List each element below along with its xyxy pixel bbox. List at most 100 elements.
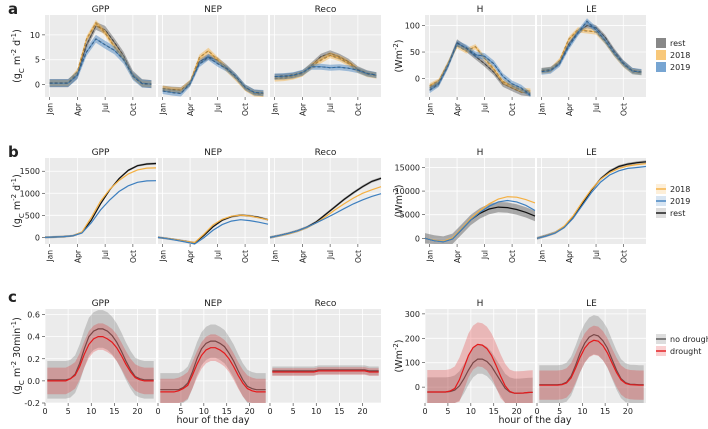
xtick-label-c-h-0: 0 — [422, 407, 427, 416]
panel-title-c-le: LE — [586, 299, 597, 309]
row-label-a: a — [8, 0, 18, 18]
xtick-label-c-reco-1: 5 — [291, 407, 296, 416]
series-line-c-reco-no_drought — [272, 369, 379, 372]
xtick-label-c-le-0: 0 — [534, 407, 539, 416]
xtick-label-c-reco-3: 15 — [334, 407, 344, 416]
panel-title-a-le: LE — [586, 5, 597, 15]
series-line-c-gpp-drought — [47, 336, 154, 382]
band-a-gpp-y2019 — [49, 34, 152, 89]
band-a-gpp-y2018 — [49, 20, 152, 88]
ytick-label-b-gpp-0: 0 — [35, 233, 40, 242]
xtick-label-a-nep-0: Jan — [159, 103, 168, 116]
series-line-c-nep-drought — [160, 347, 266, 393]
xtick-label-b-le-2: Jul — [592, 250, 601, 260]
series-color-line-a-le-rest — [541, 25, 642, 73]
xtick-label-b-le-0: Jan — [538, 250, 547, 263]
band-a-reco-y2019 — [274, 63, 377, 80]
legend-swatch-a-y2019 — [656, 62, 666, 72]
ytick-label-b-h-2: 10000 — [395, 187, 420, 196]
series-line-b-reco-y2019 — [269, 193, 382, 238]
xtick-label-b-nep-3: Oct — [241, 250, 250, 263]
xtick-label-a-reco-1: Apr — [298, 102, 307, 116]
ytick-label-b-h-3: 15000 — [395, 163, 420, 172]
legend-label-c-no_drought: no drought — [670, 335, 708, 344]
panel-title-b-gpp: GPP — [92, 148, 110, 158]
ylabel-row-b-group-1: (Wm-2) — [392, 184, 405, 217]
panel-bg-c-reco — [270, 309, 381, 403]
ytick-label-a-gpp-0: 0 — [35, 81, 40, 90]
series-color-line-a-nep-y2019 — [162, 56, 264, 94]
ytick-label-c-gpp-4: 0.6 — [27, 311, 40, 320]
row-label-c: c — [8, 288, 17, 306]
ytick-label-c-h-2: 200 — [405, 334, 420, 343]
ylabel-row-b-group-0: (gC m-2 d-1) — [10, 174, 26, 228]
ytick-label-c-gpp-2: 0.2 — [27, 355, 40, 364]
panel-title-a-h: H — [477, 5, 484, 15]
series-color-line-a-le-y2019 — [541, 20, 642, 73]
xtick-label-b-gpp-3: Oct — [129, 250, 138, 263]
panel-title-a-reco: Reco — [315, 5, 337, 15]
xlabel-right-c: hour of the day — [498, 415, 571, 426]
ytick-label-b-gpp-2: 1000 — [20, 189, 40, 198]
ylabel-row-a-group-1: (Wm-2) — [392, 39, 405, 72]
xtick-label-b-reco-1: Apr — [298, 249, 307, 263]
xtick-label-c-le-2: 10 — [577, 407, 587, 416]
ytick-label-c-gpp-0: -0.2 — [24, 399, 40, 408]
ytick-label-c-gpp-3: 0.4 — [27, 333, 40, 342]
xtick-label-a-reco-3: Oct — [354, 103, 363, 116]
xtick-label-b-h-2: Jul — [481, 250, 490, 260]
panel-title-c-nep: NEP — [204, 299, 222, 309]
ylabel-row-c-group-0: (gC m-2 30min-1) — [10, 317, 26, 395]
row-label-b: b — [8, 143, 19, 161]
xtick-label-c-gpp-2: 10 — [86, 407, 96, 416]
ylabel-row-a-group-0: (gC m-2 d-1) — [10, 29, 26, 83]
xtick-label-b-le-1: Apr — [565, 249, 574, 263]
ytick-label-b-gpp-1: 500 — [25, 211, 40, 220]
xtick-label-a-le-3: Oct — [619, 103, 628, 116]
series-line-b-nep-y2019 — [157, 219, 269, 245]
xtick-label-b-nep-0: Jan — [159, 250, 168, 263]
xtick-label-b-reco-3: Oct — [354, 250, 363, 263]
xtick-label-a-gpp-3: Oct — [129, 103, 138, 116]
xtick-label-c-nep-2: 10 — [199, 407, 209, 416]
xtick-label-b-h-1: Apr — [453, 249, 462, 263]
xtick-label-a-reco-2: Jul — [326, 103, 335, 113]
xtick-label-c-le-4: 20 — [623, 407, 633, 416]
xtick-label-b-reco-2: Jul — [326, 250, 335, 260]
ytick-label-a-h-0: 0 — [415, 74, 420, 83]
xtick-label-a-le-0: Jan — [538, 103, 547, 116]
panel-title-a-gpp: GPP — [92, 5, 110, 15]
band-a-reco-rest — [274, 50, 377, 80]
xlabel-left-c: hour of the day — [176, 415, 249, 426]
legend-label-a-rest: rest — [670, 39, 685, 48]
xtick-label-a-h-3: Oct — [508, 103, 517, 116]
band-c-le-drought — [539, 325, 644, 400]
legend-label-b-y2018: 2018 — [670, 185, 690, 194]
xtick-label-a-nep-2: Jul — [214, 103, 223, 113]
series-line-c-gpp-no_drought — [47, 328, 154, 381]
xtick-label-c-le-3: 15 — [600, 407, 610, 416]
xtick-label-a-nep-1: Apr — [186, 102, 195, 116]
xtick-label-c-le-1: 5 — [557, 407, 562, 416]
panel-title-b-le: LE — [586, 148, 597, 158]
series-color-line-a-reco-y2019 — [274, 66, 377, 77]
panel-bg-a-reco — [270, 15, 381, 97]
panel-title-b-h: H — [477, 148, 484, 158]
xtick-label-c-reco-0: 0 — [267, 407, 272, 416]
panel-title-b-reco: Reco — [315, 148, 337, 158]
legend-label-c-drought: drought — [670, 347, 701, 356]
panel-title-a-nep: NEP — [204, 5, 222, 15]
xtick-label-c-nep-4: 20 — [245, 407, 255, 416]
panel-title-b-nep: NEP — [204, 148, 222, 158]
series-line-b-gpp-y2019 — [44, 180, 157, 238]
series-color-line-a-gpp-y2019 — [49, 38, 152, 85]
series-line-c-le-drought — [539, 339, 644, 386]
series-color-line-a-nep-y2018 — [162, 50, 264, 95]
xtick-label-c-gpp-0: 0 — [42, 407, 47, 416]
xtick-label-c-h-2: 10 — [466, 407, 476, 416]
ytick-label-c-h-0: 0 — [415, 383, 420, 392]
series-color-line-a-h-y2019 — [429, 43, 531, 96]
xtick-label-a-gpp-2: Jul — [101, 103, 110, 113]
xtick-label-b-le-3: Oct — [619, 250, 628, 263]
